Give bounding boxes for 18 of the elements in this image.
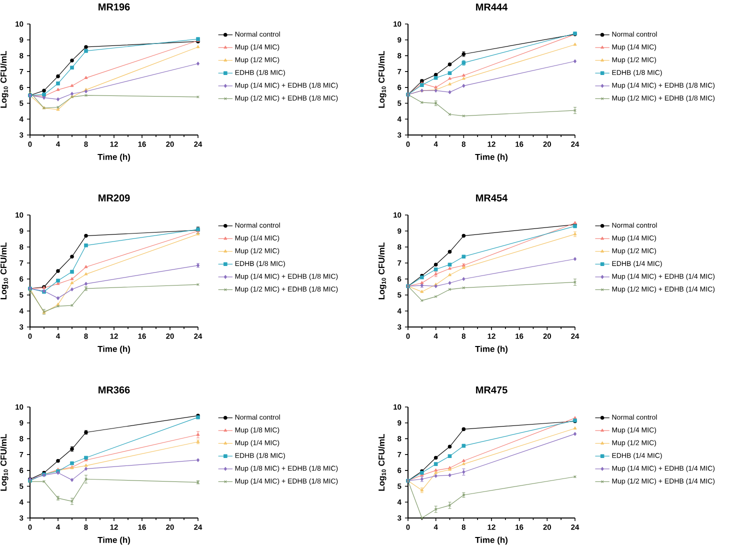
x-axis-title: Time (h)	[98, 536, 130, 545]
chart-title: MR209	[98, 194, 130, 202]
x-axis-title: Time (h)	[98, 154, 130, 162]
chart-title: MR475	[476, 386, 508, 394]
chart-title: MR454	[476, 194, 508, 202]
x-axis-title: Time (h)	[475, 346, 508, 354]
y-axis-title: Log$_{10}$ CFU/mL	[378, 434, 386, 491]
chart-title: MR444	[476, 4, 508, 10]
y-axis-title: Log$_{10}$ CFU/mL	[378, 50, 386, 108]
y-axis-title: Log$_{10}$ CFU/mL	[0, 434, 8, 491]
y-axis-title: Log$_{10}$ CFU/mL	[378, 242, 386, 300]
chart-title: MR196	[98, 3, 130, 10]
x-axis-title: Time (h)	[98, 346, 130, 354]
chart-title: MR366	[98, 386, 130, 394]
y-axis-title: Log$_{10}$ CFU/mL	[0, 242, 8, 300]
y-axis-title: Log$_{10}$ CFU/mL	[0, 50, 8, 108]
x-axis-title: Time (h)	[475, 536, 508, 545]
x-axis-title: Time (h)	[475, 154, 508, 162]
